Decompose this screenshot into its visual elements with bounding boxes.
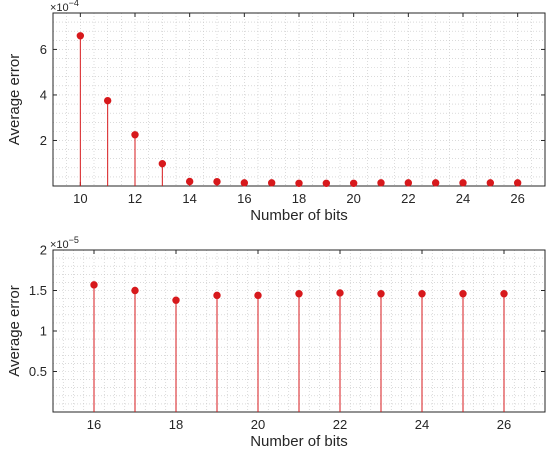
x-tick-label: 22	[401, 191, 415, 206]
data-point	[349, 179, 358, 187]
data-point	[322, 179, 331, 187]
x-tick-label: 18	[169, 417, 183, 432]
x-tick-label: 26	[497, 417, 511, 432]
data-point	[76, 32, 85, 40]
data-point	[459, 290, 467, 298]
data-point	[103, 96, 112, 105]
y-exponent-label: ×10−5	[50, 235, 79, 251]
data-series	[76, 32, 522, 187]
data-point	[418, 290, 426, 298]
data-point	[131, 286, 139, 295]
x-tick-label: 16	[87, 417, 101, 432]
x-tick-label: 14	[182, 191, 196, 206]
data-point	[459, 179, 467, 187]
x-tick-label: 20	[251, 417, 265, 432]
y-axis-label: Average error	[6, 285, 23, 376]
data-point	[172, 296, 180, 304]
data-point	[295, 290, 303, 298]
data-point	[513, 179, 522, 187]
chart-panel-2: 16 18 20 22 24 26 0.5 1 1.5 2 ×10−5 Number of bits A…	[6, 235, 546, 450]
y-tick-label: 4	[40, 87, 47, 102]
data-point	[377, 179, 385, 187]
y-tick-label: 1.5	[29, 283, 47, 298]
x-tick-label: 24	[415, 417, 429, 432]
y-tick-label: 1	[40, 324, 47, 339]
y-tick-label: 2	[40, 243, 47, 258]
x-tick-label: 24	[456, 191, 470, 206]
y-tick-label: 2	[40, 133, 47, 148]
x-tick-label: 18	[292, 191, 306, 206]
x-tick-label: 22	[333, 417, 347, 432]
y-exponent-label: ×10−4	[50, 0, 79, 14]
y-axis-label: Average error	[6, 54, 23, 145]
x-tick-label: 12	[128, 191, 142, 206]
data-point	[90, 281, 98, 289]
x-tick-label: 20	[346, 191, 360, 206]
data-point	[431, 179, 440, 187]
y-tick-label: 0.5	[29, 364, 47, 379]
data-point	[336, 289, 344, 297]
data-point	[404, 179, 413, 187]
data-point	[213, 291, 221, 300]
data-point	[500, 290, 508, 298]
data-point	[295, 179, 303, 187]
data-point	[213, 177, 221, 186]
data-point	[158, 159, 167, 168]
data-point	[377, 290, 385, 298]
data-point	[131, 131, 139, 139]
data-point	[486, 179, 495, 187]
x-axis-label: Number of bits	[250, 207, 348, 224]
x-tick-label: 26	[510, 191, 524, 206]
data-point	[185, 177, 194, 186]
data-point	[240, 179, 249, 187]
x-tick-label: 16	[237, 191, 251, 206]
x-axis-label: Number of bits	[250, 433, 348, 450]
data-point	[267, 179, 276, 187]
data-point	[254, 291, 262, 300]
y-tick-label: 6	[40, 42, 47, 57]
x-tick-label: 10	[73, 191, 87, 206]
data-series	[90, 281, 508, 412]
